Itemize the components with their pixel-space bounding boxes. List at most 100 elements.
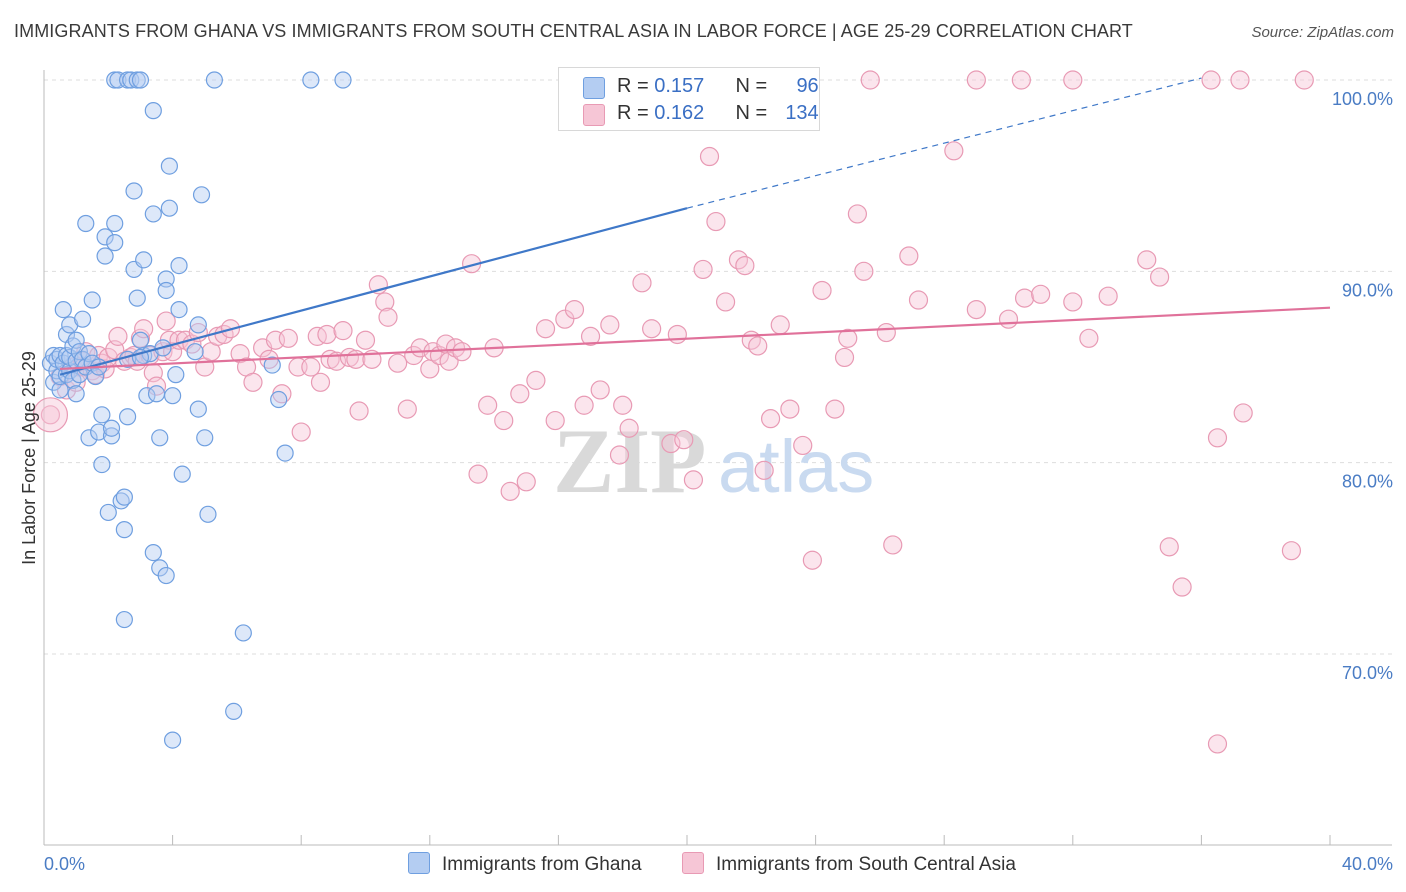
sca-point <box>1230 70 1250 90</box>
sca-point <box>1233 403 1253 423</box>
ghana-trend-line <box>59 207 688 376</box>
sca-point <box>812 280 832 301</box>
sca-point <box>998 309 1019 329</box>
ghana-point <box>90 423 108 441</box>
ghana-point <box>86 367 105 386</box>
sca-point <box>40 405 61 425</box>
ghana-point <box>125 182 143 200</box>
sca-point <box>388 353 408 373</box>
watermark: ZIP atlas <box>553 410 874 512</box>
legend-n-value-ghana: 96 <box>796 75 819 97</box>
ghana-point <box>109 71 127 89</box>
sca-point <box>156 311 176 331</box>
sca-point <box>1031 284 1051 304</box>
sca-point <box>876 322 896 343</box>
sca-point <box>545 410 565 431</box>
sca-point <box>899 246 919 266</box>
sca-point <box>1207 734 1228 754</box>
watermark-atlas: atlas <box>718 425 874 508</box>
x-tick-label: 0.0% <box>44 854 85 874</box>
legend-r-label: R = <box>617 102 655 124</box>
ghana-point <box>164 387 182 405</box>
sca-point <box>1137 250 1157 270</box>
ghana-point <box>160 199 178 217</box>
sca-point <box>966 300 986 320</box>
sca-point <box>574 395 594 415</box>
sca-point <box>834 347 855 368</box>
y-tick-label: 70.0% <box>1342 663 1393 683</box>
legend: R = 0.157 N = 96 R = 0.162 N = 134 <box>558 67 820 131</box>
ghana-point <box>164 731 182 749</box>
x-tick-label: 40.0% <box>1342 854 1393 874</box>
sca-point <box>674 430 694 450</box>
sca-point <box>1098 286 1118 306</box>
ghana-point <box>118 408 137 426</box>
x-ticks: 0.0% 40.0% <box>43 835 1393 874</box>
sca-point <box>134 319 154 339</box>
ghana-point <box>73 310 92 328</box>
legend-swatch-sca <box>583 104 605 126</box>
bottom-legend-label-ghana: Immigrants from Ghana <box>442 854 642 875</box>
chart-title: IMMIGRANTS FROM GHANA VS IMMIGRANTS FROM… <box>14 21 1133 41</box>
ghana-point <box>96 228 114 246</box>
ghana-point <box>115 488 133 506</box>
sca-point <box>310 372 331 392</box>
legend-r-value-sca: 0.162 <box>654 102 705 124</box>
sca-point <box>847 204 867 224</box>
sca-point <box>966 70 986 90</box>
ghana-point <box>128 289 146 307</box>
trend-lines <box>59 77 1331 376</box>
sca-point <box>301 357 321 377</box>
legend-r-label: R = <box>617 75 655 97</box>
legend-n-value-sca: 134 <box>785 102 819 124</box>
sca-point <box>1207 428 1228 448</box>
sca-point <box>1294 70 1314 90</box>
sca-trend-line <box>60 306 1331 371</box>
sca-point <box>278 328 298 348</box>
bottom-legend-label-sca: Immigrants from South Central Asia <box>716 854 1016 875</box>
ghana-point <box>334 71 352 89</box>
sca-point <box>699 146 720 167</box>
sca-point <box>580 326 601 346</box>
sca-point <box>468 464 488 484</box>
sca-point <box>1063 292 1083 312</box>
sca-point <box>715 292 736 312</box>
sca-point <box>838 328 858 348</box>
ghana-point <box>157 566 175 585</box>
ghana-point <box>67 385 85 403</box>
ghana-point <box>77 214 95 233</box>
ghana-point <box>151 429 169 447</box>
y-tick-label: 100.0% <box>1332 89 1393 109</box>
ghana-point <box>106 214 124 233</box>
sca-point <box>349 401 369 421</box>
sca-point <box>355 330 376 350</box>
ghana-point <box>54 301 72 319</box>
sca-point <box>535 319 556 339</box>
sca-point <box>590 380 610 400</box>
sca-point <box>1014 288 1035 308</box>
sca-point <box>307 326 327 346</box>
ghana-point <box>80 429 98 447</box>
sca-point <box>526 370 546 390</box>
sca-point <box>619 418 639 438</box>
sca-point <box>780 399 800 419</box>
ghana-point <box>147 385 166 403</box>
ghana-point <box>131 71 150 89</box>
sca-point <box>378 307 398 327</box>
sca-point <box>793 435 813 456</box>
sca-point <box>32 397 69 433</box>
ghana-point <box>122 71 140 89</box>
ghana-point <box>106 234 124 252</box>
ghana-point <box>270 390 288 409</box>
sca-point <box>825 399 845 419</box>
sca-point <box>600 315 620 335</box>
sca-point <box>802 550 822 570</box>
ghana-point <box>199 505 217 523</box>
ghana-point <box>234 624 252 642</box>
bottom-legend-sca: Immigrants from South Central Asia <box>682 852 1016 876</box>
ghana-point <box>157 281 175 300</box>
sca-point <box>346 349 366 369</box>
ghana-point <box>170 301 188 319</box>
sca-point <box>333 321 353 341</box>
